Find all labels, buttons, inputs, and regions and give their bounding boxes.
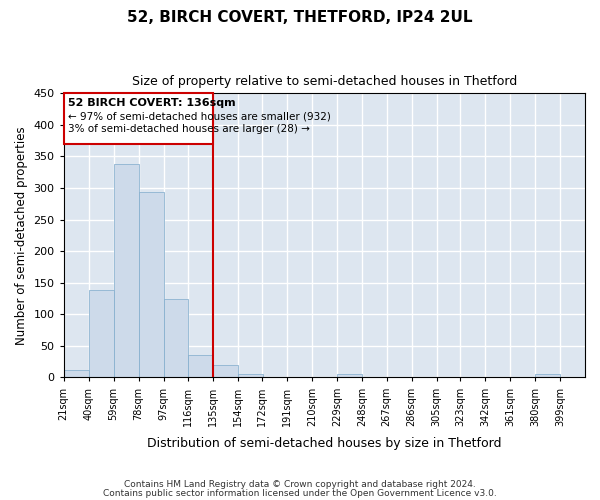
Bar <box>64 370 89 378</box>
Bar <box>188 356 214 378</box>
Text: Contains public sector information licensed under the Open Government Licence v3: Contains public sector information licen… <box>103 490 497 498</box>
Bar <box>214 365 238 378</box>
Text: Contains HM Land Registry data © Crown copyright and database right 2024.: Contains HM Land Registry data © Crown c… <box>124 480 476 489</box>
Text: 52, BIRCH COVERT, THETFORD, IP24 2UL: 52, BIRCH COVERT, THETFORD, IP24 2UL <box>127 10 473 25</box>
X-axis label: Distribution of semi-detached houses by size in Thetford: Distribution of semi-detached houses by … <box>147 437 502 450</box>
Bar <box>337 374 362 378</box>
Text: 52 BIRCH COVERT: 136sqm: 52 BIRCH COVERT: 136sqm <box>68 98 235 108</box>
Bar <box>64 94 214 144</box>
Bar <box>139 192 164 378</box>
Title: Size of property relative to semi-detached houses in Thetford: Size of property relative to semi-detach… <box>132 75 517 88</box>
Bar <box>164 299 188 378</box>
Y-axis label: Number of semi-detached properties: Number of semi-detached properties <box>15 126 28 344</box>
Text: 3% of semi-detached houses are larger (28) →: 3% of semi-detached houses are larger (2… <box>68 124 310 134</box>
Bar <box>535 374 560 378</box>
Bar <box>113 164 139 378</box>
Bar <box>238 374 263 378</box>
Bar <box>89 290 113 378</box>
Text: ← 97% of semi-detached houses are smaller (932): ← 97% of semi-detached houses are smalle… <box>68 111 331 121</box>
